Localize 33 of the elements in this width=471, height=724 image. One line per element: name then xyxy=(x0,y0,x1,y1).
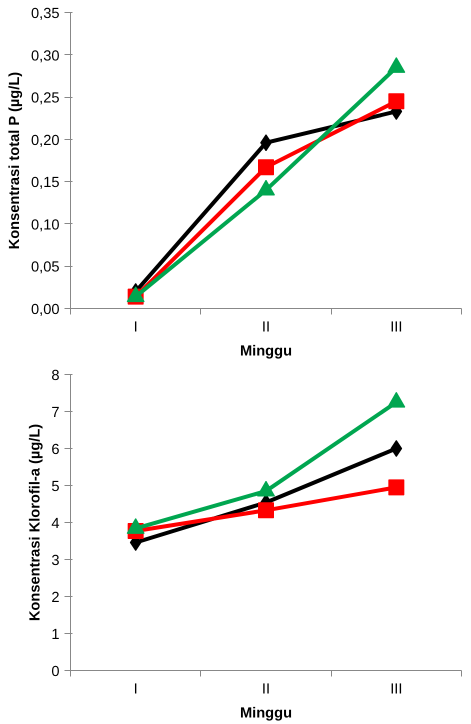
y-tick-label: 2 xyxy=(51,590,60,606)
point xyxy=(388,479,404,496)
y-tick-label: 0,30 xyxy=(30,48,60,64)
y-tick-label: 0,15 xyxy=(30,175,60,192)
point xyxy=(388,93,404,110)
x-tick-label: II xyxy=(262,320,270,336)
y-axis-title: Konsentrasi total P (µg/L) xyxy=(6,72,23,250)
y-tick-label: 3 xyxy=(51,553,60,569)
y-tick-label: 0,25 xyxy=(30,90,60,107)
y-tick-label: 0,35 xyxy=(30,6,60,22)
point xyxy=(390,440,402,457)
x-tick-label: III xyxy=(390,320,402,336)
x-axis-title: Minggu xyxy=(240,344,292,360)
y-tick-label: 0 xyxy=(51,664,60,680)
y-tick-label: 0,00 xyxy=(30,302,60,318)
x-axis-title: Minggu xyxy=(240,706,292,722)
x-tick-label: III xyxy=(390,682,402,698)
y-tick-label: 6 xyxy=(51,442,60,458)
x-tick-label: I xyxy=(134,320,138,336)
y-tick-label: 4 xyxy=(51,516,60,532)
y-tick-label: 5 xyxy=(51,479,60,495)
y-tick-label: 1 xyxy=(51,627,60,643)
x-tick-label: II xyxy=(262,682,270,698)
point xyxy=(258,502,274,518)
y-tick-label: 0,20 xyxy=(30,132,60,149)
point xyxy=(258,159,274,176)
point xyxy=(387,392,406,408)
y-tick-label: 0,05 xyxy=(30,260,60,276)
y-tick-label: 0,10 xyxy=(30,217,60,234)
y-axis-title: Konsentrasi Klorofil-a (µg/L) xyxy=(27,424,44,622)
y-tick-label: 8 xyxy=(51,368,60,384)
x-tick-label: I xyxy=(134,682,138,698)
y-tick-label: 7 xyxy=(51,405,60,421)
